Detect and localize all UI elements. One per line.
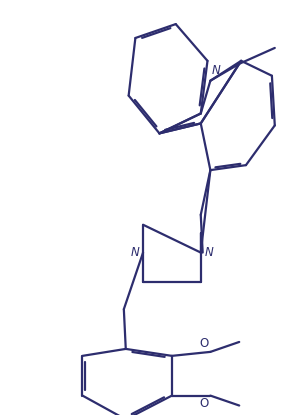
Text: O: O <box>200 397 209 410</box>
Text: N: N <box>131 246 139 259</box>
Text: O: O <box>200 337 209 350</box>
Text: N: N <box>212 64 221 77</box>
Text: N: N <box>204 246 213 259</box>
